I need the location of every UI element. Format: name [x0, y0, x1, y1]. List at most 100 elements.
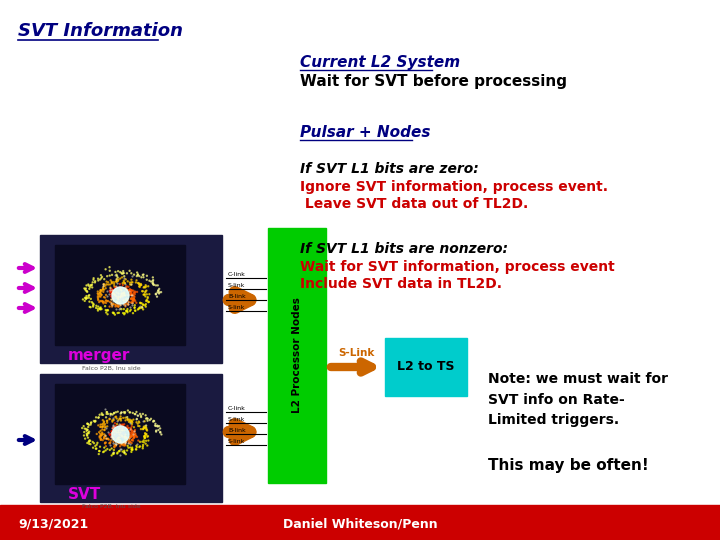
Point: [128, 433, 140, 442]
Point: [111, 417, 122, 426]
Point: [124, 416, 135, 425]
Point: [111, 276, 122, 285]
Point: [102, 434, 114, 443]
Point: [109, 300, 121, 309]
Point: [140, 431, 152, 440]
Point: [116, 431, 127, 440]
Point: [112, 300, 124, 309]
Point: [106, 287, 117, 296]
Point: [112, 428, 123, 436]
Point: [112, 430, 123, 439]
Point: [126, 287, 138, 295]
Point: [98, 280, 109, 288]
Point: [96, 291, 107, 299]
Point: [112, 416, 124, 424]
Point: [107, 428, 118, 437]
Point: [119, 437, 130, 446]
Point: [113, 287, 125, 296]
Point: [117, 421, 129, 429]
Point: [94, 292, 105, 301]
Point: [112, 431, 124, 440]
Point: [116, 292, 127, 301]
Point: [107, 421, 118, 430]
Point: [94, 304, 106, 313]
Point: [87, 278, 99, 287]
Point: [149, 421, 161, 430]
Point: [111, 293, 122, 301]
Point: [140, 411, 151, 420]
Point: [108, 431, 120, 440]
Point: [150, 289, 161, 298]
Point: [112, 448, 123, 457]
Point: [117, 300, 128, 308]
Point: [110, 428, 122, 437]
Point: [130, 430, 141, 439]
Point: [107, 288, 118, 297]
Point: [134, 422, 145, 430]
Point: [120, 440, 131, 448]
Point: [122, 413, 133, 422]
Point: [94, 447, 105, 455]
Point: [94, 305, 105, 313]
Point: [138, 283, 150, 292]
Point: [115, 284, 127, 293]
Point: [122, 305, 133, 313]
Point: [136, 287, 148, 295]
Point: [83, 429, 94, 437]
Point: [114, 291, 125, 300]
Text: C-link: C-link: [228, 272, 246, 277]
Point: [112, 292, 123, 300]
Point: [115, 408, 127, 416]
Point: [110, 297, 122, 306]
Point: [112, 438, 124, 447]
Point: [110, 290, 122, 299]
Point: [107, 416, 118, 424]
Point: [127, 427, 138, 435]
Point: [115, 293, 127, 302]
Point: [102, 306, 113, 314]
Point: [139, 434, 150, 442]
Point: [114, 426, 126, 435]
Point: [130, 442, 142, 450]
Point: [120, 280, 131, 288]
Point: [100, 422, 112, 431]
Point: [120, 430, 131, 439]
Point: [113, 291, 125, 300]
Point: [91, 444, 102, 453]
Point: [130, 429, 141, 438]
Point: [112, 433, 123, 441]
Point: [97, 416, 109, 424]
Point: [116, 431, 127, 440]
Point: [140, 300, 152, 308]
Point: [115, 285, 127, 294]
Point: [113, 427, 125, 436]
Point: [140, 302, 151, 311]
Point: [114, 292, 126, 300]
Point: [84, 298, 95, 306]
Point: [113, 275, 125, 284]
Point: [120, 296, 132, 305]
Point: [109, 292, 120, 301]
Point: [117, 428, 129, 437]
Point: [138, 291, 149, 299]
Point: [83, 281, 94, 290]
Point: [102, 445, 113, 454]
Point: [114, 430, 125, 439]
Point: [107, 427, 118, 436]
Point: [120, 299, 131, 308]
Point: [125, 448, 137, 456]
Point: [81, 294, 93, 302]
Point: [92, 296, 104, 305]
Point: [119, 429, 130, 437]
Point: [115, 290, 127, 299]
Point: [118, 430, 130, 438]
Point: [125, 280, 136, 289]
Point: [89, 439, 100, 448]
Point: [108, 280, 120, 288]
Point: [120, 433, 132, 442]
Point: [109, 291, 120, 300]
Point: [152, 422, 163, 431]
Point: [110, 292, 122, 300]
Point: [129, 427, 140, 436]
Point: [99, 443, 110, 452]
